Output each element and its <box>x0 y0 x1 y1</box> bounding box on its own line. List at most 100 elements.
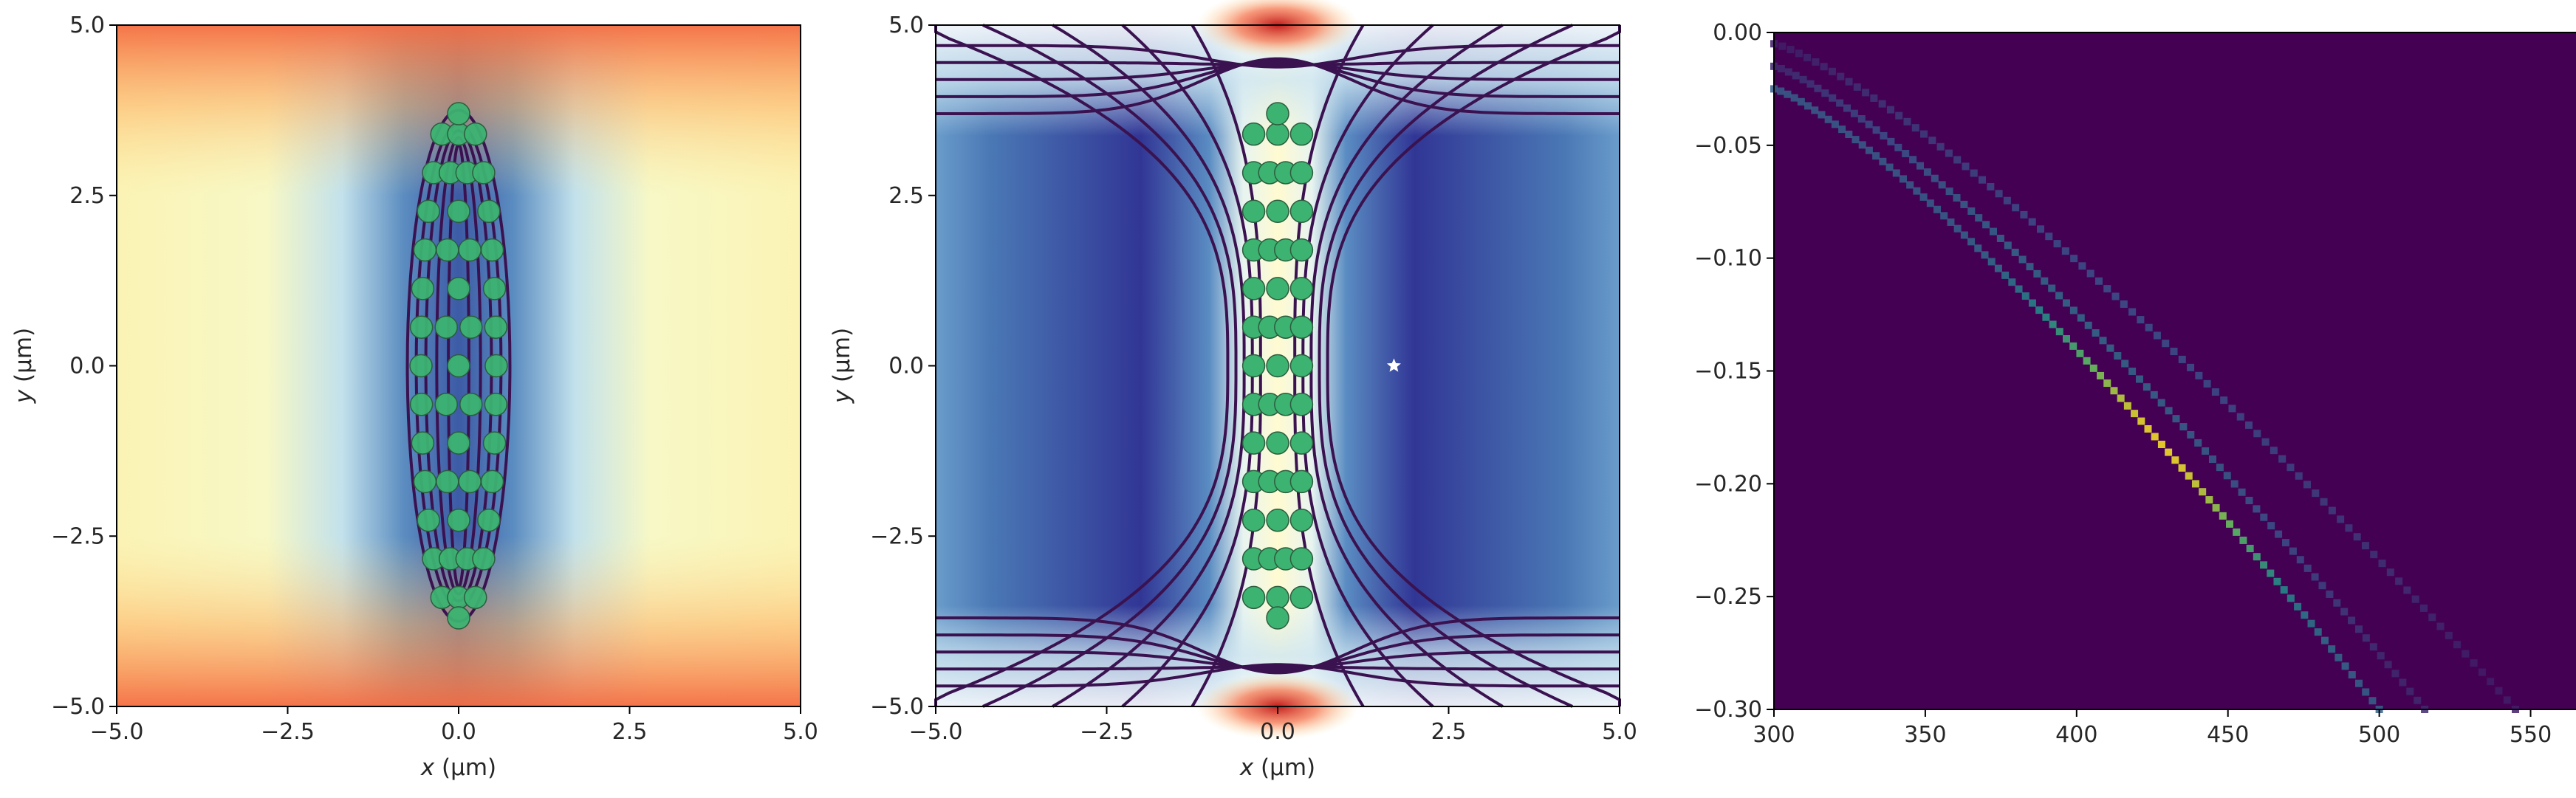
y-tick-label: −5.0 <box>870 694 924 720</box>
band-cell <box>1909 156 1917 164</box>
band-cell <box>1803 53 1812 61</box>
band-cell <box>2020 210 2028 219</box>
y-tick-label: 5.0 <box>69 13 105 38</box>
band-cell <box>1903 117 1911 125</box>
y-tick-label: −0.20 <box>1694 471 1762 497</box>
band-cell <box>1820 63 1828 71</box>
band-cell <box>2099 337 2107 345</box>
band-cell <box>2238 488 2246 496</box>
band-cell <box>2403 586 2411 594</box>
band-cell <box>2345 524 2353 532</box>
y-tick-label: −0.15 <box>1694 359 1762 385</box>
band-cell <box>2142 383 2151 391</box>
x-tick-label: 450 <box>2207 722 2249 748</box>
ion <box>484 354 508 378</box>
band-cell <box>2202 447 2210 455</box>
contour-line <box>1326 25 1621 706</box>
band-cell <box>1895 111 1903 120</box>
band-cell <box>2230 480 2238 488</box>
band-cell <box>2395 577 2403 585</box>
band-cell <box>1865 120 1873 128</box>
band-cell <box>2320 498 2328 506</box>
ion <box>447 102 470 125</box>
band-cell <box>2311 573 2319 581</box>
band-cell <box>2111 292 2120 300</box>
band-cell <box>1936 142 1945 151</box>
ion <box>1241 431 1266 455</box>
band-cell <box>1787 46 1795 54</box>
band-cell <box>1836 99 1844 107</box>
ion <box>1266 102 1289 125</box>
band-cell <box>1865 146 1873 154</box>
band-cell <box>2018 255 2027 264</box>
contour-line <box>936 663 1620 688</box>
band-cell <box>1824 115 1832 123</box>
band-cell <box>1960 200 1968 208</box>
band-cell <box>2055 328 2063 336</box>
band-cell <box>2094 277 2103 285</box>
band-cell <box>1926 199 1934 207</box>
band-cell <box>2171 456 2179 464</box>
band-cell <box>2370 551 2378 559</box>
band-cell <box>2453 641 2462 649</box>
y-tick-label: −0.25 <box>1694 584 1762 610</box>
band-cell <box>2205 496 2213 504</box>
ion <box>484 393 508 416</box>
band-cell <box>2128 308 2137 316</box>
band-cell <box>2245 421 2253 429</box>
band-cell <box>1994 264 2002 272</box>
ion <box>1241 508 1266 532</box>
band-cell <box>2294 602 2302 610</box>
ion <box>1289 585 1314 610</box>
y-tick-label: −0.30 <box>1694 697 1762 723</box>
ion <box>413 469 437 494</box>
band-cell <box>2273 577 2281 585</box>
band-cell <box>2157 441 2165 449</box>
band-cell <box>1906 181 1914 189</box>
band-cell <box>1967 238 1976 246</box>
panel-middle-ions <box>1241 102 1314 630</box>
ion <box>482 431 507 455</box>
band-cell <box>1806 80 1815 88</box>
band-cell <box>2170 348 2178 356</box>
band-cell <box>2353 533 2361 541</box>
band-cell <box>2153 331 2161 340</box>
band-cell <box>1858 141 1866 149</box>
ion <box>458 238 482 262</box>
band-cell <box>1892 169 1900 177</box>
band-cell <box>2384 661 2392 669</box>
contour-line <box>936 61 1620 66</box>
ion <box>436 469 459 494</box>
ion <box>434 315 458 339</box>
band-cell <box>2172 415 2180 423</box>
y-tick-label: 5.0 <box>888 13 924 38</box>
band-cell <box>2253 430 2261 438</box>
x-tick-label: 300 <box>1753 722 1795 748</box>
band-cell <box>2110 387 2118 395</box>
band-cell <box>1862 89 1870 97</box>
band-cell <box>2462 650 2470 658</box>
band-cell <box>1989 227 1997 235</box>
ion <box>417 508 440 532</box>
band-cell <box>2062 335 2070 343</box>
band-cell <box>2049 320 2057 329</box>
band-cell <box>2120 300 2128 308</box>
ion <box>1289 199 1314 224</box>
ion <box>1289 315 1314 339</box>
y-tick-label: −0.10 <box>1694 246 1762 272</box>
band-cell <box>2419 604 2428 612</box>
band-cell <box>1987 258 1996 266</box>
x-tick-label: 5.0 <box>1602 719 1637 745</box>
band-cell <box>2211 388 2219 396</box>
y-tick-label: −2.5 <box>51 523 105 549</box>
band-cell <box>2270 447 2278 455</box>
panel-middle-axes: −5.0 −2.5 0.0 2.5 5.0 −5.0 −2.5 0.0 2.5 5.0 <box>870 13 1637 745</box>
band-cell <box>1979 176 1987 184</box>
band-cell <box>1920 130 1928 138</box>
band-cell <box>2157 399 2165 407</box>
band-cell <box>2035 306 2044 314</box>
ion <box>411 277 435 300</box>
band-cell <box>1790 94 1798 102</box>
band-cell <box>1784 90 1792 98</box>
band-cell <box>2055 292 2063 300</box>
